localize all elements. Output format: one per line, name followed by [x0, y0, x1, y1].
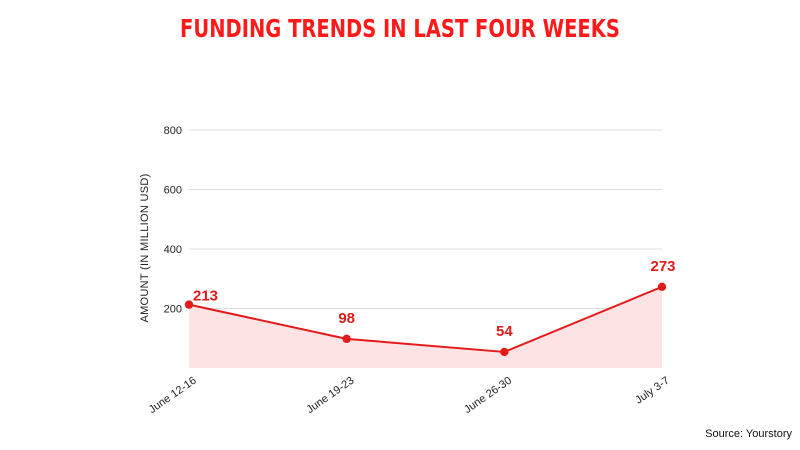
- line-layer: [188, 285, 663, 353]
- series-area: [189, 286, 662, 368]
- x-tick-label: June 19-23: [304, 375, 356, 416]
- data-point: [500, 347, 509, 357]
- xtick-layer: June 12-16 June 19-23 June 26-30 July 3-7: [147, 375, 672, 416]
- data-point: [657, 282, 667, 291]
- y-axis-title: AMOUNT (IN MILLION USD): [139, 173, 151, 322]
- y-tick-label: 200: [164, 304, 182, 316]
- data-point: [184, 300, 194, 309]
- y-tick-label: 800: [164, 125, 182, 137]
- data-label: 213: [193, 288, 218, 305]
- x-tick-label: June 26-30: [462, 375, 514, 416]
- y-tick-label: 400: [164, 244, 182, 256]
- data-label: 273: [650, 258, 675, 275]
- data-point: [342, 334, 351, 344]
- grid-layer: [189, 129, 662, 309]
- data-label: 98: [338, 310, 355, 327]
- ytick-layer: 200 400 600 800: [164, 125, 182, 316]
- label-layer: 213 98 54 273: [193, 258, 676, 340]
- source-note: Source: Yourstory: [705, 428, 792, 440]
- point-layer: [184, 282, 667, 357]
- data-label: 54: [496, 323, 513, 340]
- area-layer: [189, 286, 662, 368]
- chart-title: FUNDING TRENDS IN LAST FOUR WEEKS: [180, 14, 620, 43]
- x-tick-label: July 3-7: [633, 375, 671, 407]
- x-tick-label: June 12-16: [147, 375, 199, 416]
- y-tick-label: 600: [164, 185, 182, 197]
- series-line: [188, 285, 663, 353]
